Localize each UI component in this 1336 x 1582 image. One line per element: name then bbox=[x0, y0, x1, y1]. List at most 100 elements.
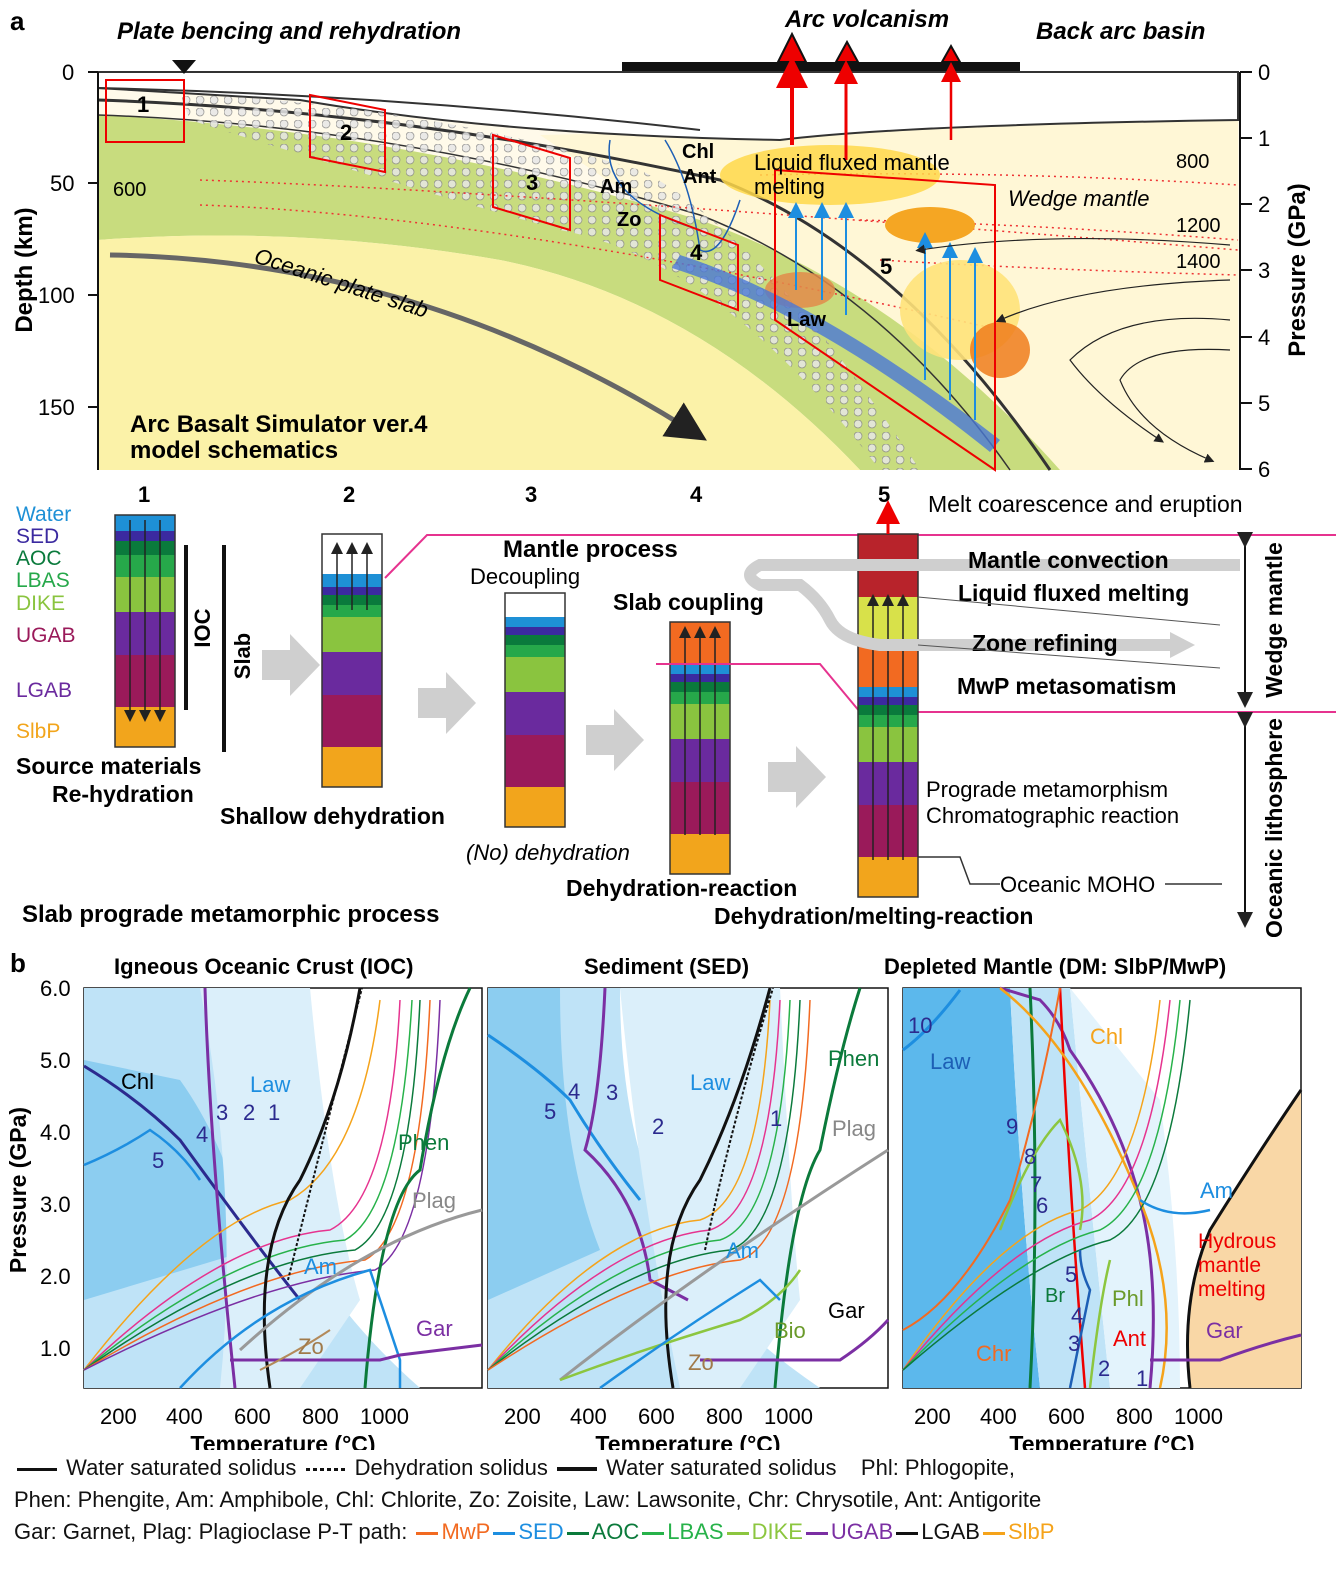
slab-interface-band bbox=[672, 255, 1000, 452]
overriding-crust bbox=[97, 71, 1239, 142]
slab-label: Slab bbox=[230, 633, 255, 679]
model-title-line1: Arc Basalt Simulator ver.4 bbox=[130, 411, 428, 438]
material-ugab: UGAB bbox=[16, 624, 76, 647]
ioc-label-4: 4 bbox=[196, 1122, 208, 1147]
flow-line-1 bbox=[915, 237, 1231, 255]
x-tick-p2-400: 400 bbox=[570, 1404, 607, 1429]
ioc-label-gar: Gar bbox=[416, 1316, 453, 1341]
title-back-arc: Back arc basin bbox=[1036, 18, 1205, 45]
legend-pt-paths: MwP SED AOC LBAS DIKE UGAB LGAB SlbP bbox=[413, 1519, 1054, 1544]
panel-a-label: a bbox=[10, 6, 25, 36]
label-liquid-fluxed: Liquid fluxed mantle bbox=[754, 150, 950, 175]
wedge-mantle-vlabel: Wedge mantle bbox=[1261, 542, 1287, 698]
dm-label-6: 6 bbox=[1036, 1193, 1048, 1218]
box-1 bbox=[105, 79, 185, 143]
x-tick-p1-200: 200 bbox=[100, 1404, 137, 1429]
pressure-tick-6: 6 bbox=[1258, 457, 1270, 482]
material-aoc: AOC bbox=[16, 547, 62, 570]
legend: Water saturated solidus Dehydration soli… bbox=[14, 1452, 1324, 1548]
y-axis-title: Pressure (GPa) bbox=[5, 1107, 31, 1273]
isotherm-label-1200: 1200 bbox=[1176, 215, 1221, 237]
depth-tick-50: 50 bbox=[50, 171, 74, 196]
legend-swatch-wss bbox=[17, 1467, 57, 1471]
process-arrow-2 bbox=[418, 672, 476, 734]
legend-wss-1: Water saturated solidus bbox=[66, 1455, 297, 1480]
dehydration-melting-label: Dehydration/melting-reaction bbox=[714, 903, 1033, 929]
ioc-label-phen: Phen bbox=[398, 1130, 449, 1155]
slab-coupling-label: Slab coupling bbox=[613, 589, 764, 615]
panel-b: b Igneous Oceanic Crust (IOC) Chl bbox=[5, 948, 1303, 1450]
rehydration-label: Re-hydration bbox=[52, 781, 194, 807]
melt-eruption-label: Melt coarescence and eruption bbox=[928, 491, 1243, 517]
isotherm-label-1400: 1400 bbox=[1176, 251, 1221, 273]
y-tick-3: 3.0 bbox=[40, 1192, 71, 1217]
y-tick-2: 2.0 bbox=[40, 1264, 71, 1289]
box-label-3: 3 bbox=[526, 170, 538, 195]
plot-dm bbox=[902, 986, 1303, 1389]
pressure-tick-5: 5 bbox=[1258, 391, 1270, 416]
wedge-boundary-bottom bbox=[656, 663, 1336, 713]
ioc-label-law: Law bbox=[250, 1072, 290, 1097]
dm-label-melting: melting bbox=[1198, 1278, 1266, 1301]
process-arrow-3 bbox=[586, 709, 644, 771]
model-title-line2: model schematics bbox=[130, 437, 338, 464]
zone-refining-flow bbox=[744, 559, 1240, 651]
dm-label-5: 5 bbox=[1065, 1262, 1077, 1287]
oceanic-lithosphere-vlabel: Oceanic lithosphere bbox=[1261, 718, 1287, 938]
box-2 bbox=[309, 93, 386, 174]
dm-label-10: 10 bbox=[908, 1013, 932, 1038]
sed-label-zo: Zo bbox=[688, 1350, 714, 1375]
box-label-2: 2 bbox=[340, 120, 352, 145]
material-water: Water bbox=[16, 503, 71, 526]
pressure-tick-4: 4 bbox=[1258, 325, 1270, 350]
ioc-label-chl: Chl bbox=[121, 1069, 154, 1094]
label-ant: Ant bbox=[683, 166, 717, 188]
legend-path-swatch-ugab bbox=[805, 1531, 828, 1535]
arc-bar bbox=[622, 62, 1020, 71]
x-tick-p1-800: 800 bbox=[302, 1404, 339, 1429]
process-section: 1 2 3 4 5 Water SED AOC LBAS DIKE UGAB L… bbox=[16, 482, 1336, 938]
x-tick-p2-800: 800 bbox=[706, 1404, 743, 1429]
slab-process-label: Slab prograde metamorphic process bbox=[22, 901, 439, 928]
isotherm-line bbox=[199, 204, 1001, 331]
ioc-label-2: 2 bbox=[243, 1100, 255, 1125]
x-tick-p3-600: 600 bbox=[1048, 1404, 1085, 1429]
leader-line-2 bbox=[917, 644, 1221, 669]
material-sed: SED bbox=[16, 525, 59, 548]
depth-tick-0: 0 bbox=[62, 60, 74, 85]
sed-label-3: 3 bbox=[606, 1080, 618, 1105]
pressure-axis-title: Pressure (GPa) bbox=[1284, 183, 1311, 356]
col-number-3: 3 bbox=[525, 482, 537, 507]
plot-ioc bbox=[83, 987, 483, 1389]
material-dike: DIKE bbox=[16, 592, 65, 615]
label-am: Am bbox=[600, 176, 632, 198]
dm-label-chr: Chr bbox=[976, 1341, 1011, 1366]
column-1 bbox=[114, 514, 176, 748]
x-tick-p2-1000: 1000 bbox=[764, 1404, 813, 1429]
pressure-ticks bbox=[1240, 71, 1252, 470]
legend-path-swatch-slbp bbox=[982, 1531, 1005, 1535]
dm-label-mantle: mantle bbox=[1198, 1254, 1261, 1277]
wedge-boundary-top bbox=[384, 534, 1336, 579]
sed-label-1: 1 bbox=[770, 1106, 782, 1131]
legend-path-swatch-dike bbox=[726, 1531, 749, 1535]
plot-title-sed: Sediment (SED) bbox=[584, 954, 749, 979]
panel-b-label: b bbox=[10, 948, 26, 978]
dm-label-ant: Ant bbox=[1113, 1326, 1146, 1351]
mwp-metasomatism-label: MwP metasomatism bbox=[957, 673, 1176, 699]
legend-path-swatch-lgab bbox=[896, 1531, 919, 1535]
legend-path-swatch-aoc bbox=[566, 1531, 589, 1535]
y-tick-5: 5.0 bbox=[40, 1048, 71, 1073]
material-slbp: SlbP bbox=[16, 720, 60, 743]
sed-label-plag: Plag bbox=[832, 1116, 876, 1141]
sed-label-5: 5 bbox=[544, 1099, 556, 1124]
legend-line-2: Phen: Phengite, Am: Amphibole, Chl: Chlo… bbox=[14, 1487, 1042, 1512]
depth-ticks bbox=[88, 71, 98, 408]
ioc-label-plag: Plag bbox=[412, 1188, 456, 1213]
dm-label-2: 2 bbox=[1098, 1356, 1110, 1381]
flow-line-3 bbox=[1069, 317, 1231, 443]
source-materials-label: Source materials bbox=[16, 753, 201, 779]
pressure-tick-2: 2 bbox=[1258, 192, 1270, 217]
label-chl: Chl bbox=[682, 141, 714, 163]
y-tick-4: 4.0 bbox=[40, 1120, 71, 1145]
